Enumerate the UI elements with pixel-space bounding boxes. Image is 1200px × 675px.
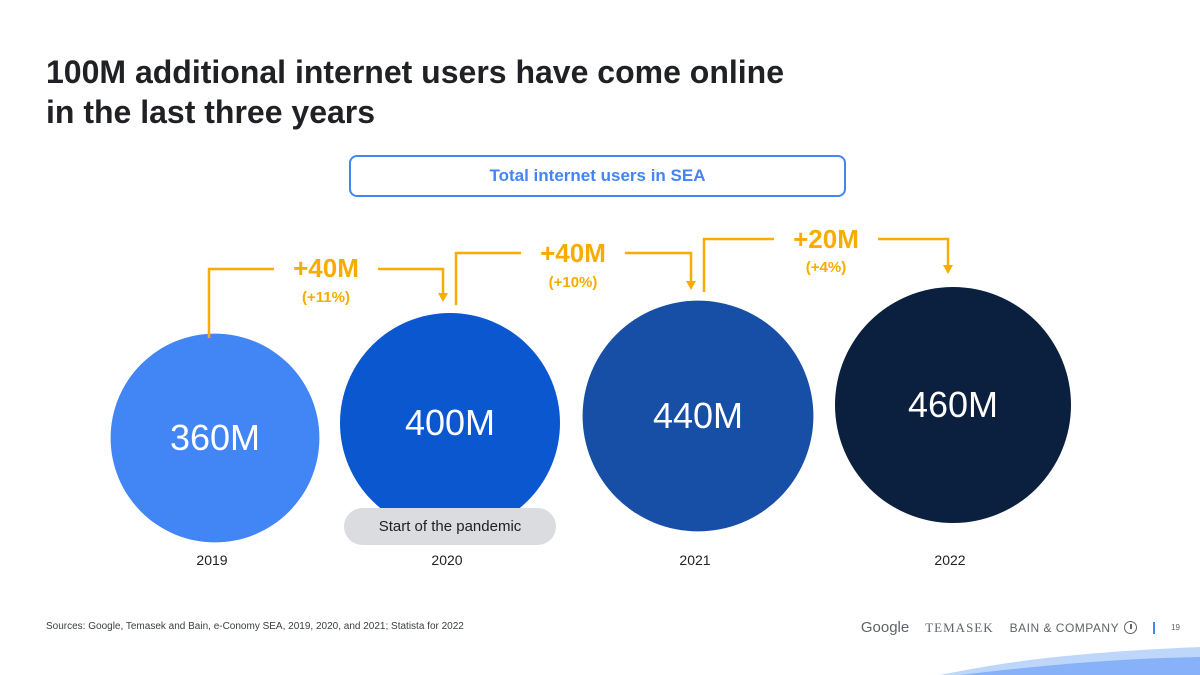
bubble-chart: 360M 2019 400M 2020 440M 2021 460M 2022 +40M (+11… xyxy=(110,224,1071,568)
bubble-2022 xyxy=(835,287,1071,523)
change-connector-right-1 xyxy=(378,267,445,294)
bubble-2019 xyxy=(110,333,320,543)
change-arrowhead-2 xyxy=(686,281,696,290)
year-label-2022: 2022 xyxy=(934,552,965,568)
decorative-wave xyxy=(940,647,1200,675)
change-connector-left-1 xyxy=(207,267,274,338)
google-logo: Google xyxy=(860,619,910,636)
footer-divider xyxy=(1153,621,1156,634)
change-connector-left-3 xyxy=(702,237,774,292)
change-pct-1: (+11%) xyxy=(302,289,350,306)
change-arrowhead-1 xyxy=(438,293,448,302)
temasek-logo: TEMASEK xyxy=(925,619,994,635)
bubble-label-2021: 440M xyxy=(653,395,743,436)
chart-subtitle: Total internet users in SEA xyxy=(349,155,846,197)
bubble-label-2020: 400M xyxy=(405,402,495,443)
change-connector-left-2 xyxy=(454,251,521,305)
bain-clock-icon xyxy=(1124,621,1138,634)
bubble-label-2022: 460M xyxy=(908,384,998,425)
page-title: 100M additional internet users have come… xyxy=(46,52,946,132)
change-arrowhead-3 xyxy=(943,265,953,274)
change-label-2: +40M xyxy=(540,238,606,268)
change-label-1: +40M xyxy=(293,253,359,283)
footer-logos: Google TEMASEK BAIN & COMPANY 19 xyxy=(861,619,1180,636)
bain-logo: BAIN & COMPANY xyxy=(1009,620,1138,635)
change-label-3: +20M xyxy=(793,224,859,254)
bubble-2021 xyxy=(582,300,814,532)
change-connector-right-2 xyxy=(625,251,693,282)
year-label-2021: 2021 xyxy=(679,552,710,568)
bubble-label-2019: 360M xyxy=(170,417,260,458)
page-number: 19 xyxy=(1171,623,1180,632)
change-connector-right-3 xyxy=(878,237,950,266)
year-label-2020: 2020 xyxy=(431,552,462,568)
change-pct-2: (+10%) xyxy=(549,274,598,291)
title-line-1: 100M additional internet users have come… xyxy=(46,54,784,90)
pandemic-annotation: Start of the pandemic xyxy=(344,508,556,545)
bubble-2020 xyxy=(340,313,560,533)
change-pct-3: (+4%) xyxy=(806,259,846,276)
sources-note: Sources: Google, Temasek and Bain, e-Con… xyxy=(46,621,464,632)
year-label-2019: 2019 xyxy=(196,552,227,568)
bain-logo-text: BAIN & COMPANY xyxy=(1009,620,1120,635)
title-line-2: in the last three years xyxy=(46,94,376,130)
